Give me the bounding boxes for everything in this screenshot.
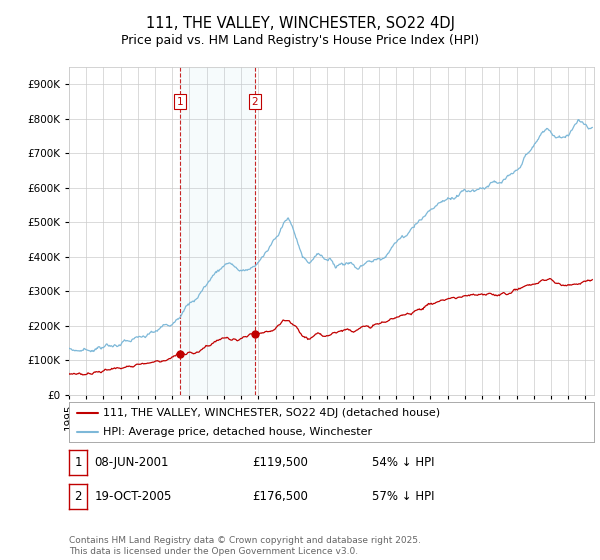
- Text: HPI: Average price, detached house, Winchester: HPI: Average price, detached house, Winc…: [103, 427, 372, 436]
- Text: 54% ↓ HPI: 54% ↓ HPI: [372, 456, 434, 469]
- Text: £176,500: £176,500: [252, 489, 308, 503]
- Text: 2: 2: [251, 96, 258, 106]
- Text: 111, THE VALLEY, WINCHESTER, SO22 4DJ (detached house): 111, THE VALLEY, WINCHESTER, SO22 4DJ (d…: [103, 408, 440, 418]
- Bar: [180, 67, 255, 395]
- Text: 111, THE VALLEY, WINCHESTER, SO22 4DJ: 111, THE VALLEY, WINCHESTER, SO22 4DJ: [146, 16, 455, 31]
- Text: 2: 2: [74, 489, 82, 503]
- Text: Price paid vs. HM Land Registry's House Price Index (HPI): Price paid vs. HM Land Registry's House …: [121, 34, 479, 46]
- Text: 08-JUN-2001: 08-JUN-2001: [94, 456, 169, 469]
- Text: 1: 1: [176, 96, 183, 106]
- Text: 19-OCT-2005: 19-OCT-2005: [94, 489, 172, 503]
- Text: £119,500: £119,500: [252, 456, 308, 469]
- Text: 57% ↓ HPI: 57% ↓ HPI: [372, 489, 434, 503]
- Text: 1: 1: [74, 456, 82, 469]
- Text: Contains HM Land Registry data © Crown copyright and database right 2025.
This d: Contains HM Land Registry data © Crown c…: [69, 536, 421, 556]
